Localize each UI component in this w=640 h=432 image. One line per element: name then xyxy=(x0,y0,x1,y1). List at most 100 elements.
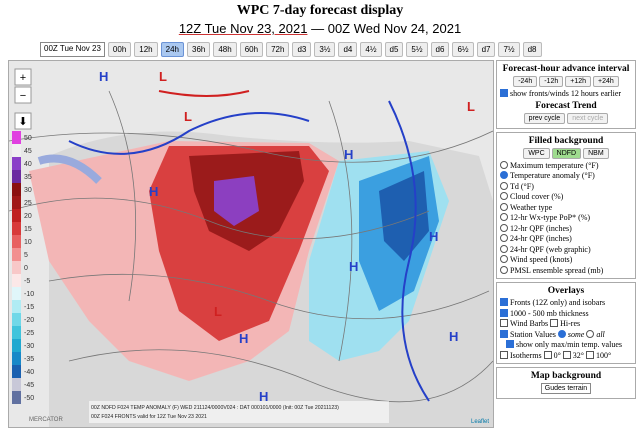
map-control[interactable] xyxy=(14,68,32,86)
option[interactable]: Temperature anomaly (°F) xyxy=(500,171,632,182)
option[interactable]: 24-hr QPF (web graphic) xyxy=(500,244,632,256)
pressure-center: H xyxy=(239,331,248,346)
hour-button[interactable]: 00h xyxy=(107,42,132,57)
option[interactable]: 1000 - 500 mb thickness xyxy=(500,308,632,320)
radio[interactable] xyxy=(500,255,508,263)
isobars xyxy=(8,90,494,403)
cool-west xyxy=(37,154,102,184)
source-tab[interactable]: NBM xyxy=(583,147,609,159)
legend-swatch xyxy=(12,196,21,209)
option[interactable]: show fronts/winds 12 hours earlier xyxy=(500,89,632,100)
legend-swatch xyxy=(12,326,21,339)
legend-label: -50 xyxy=(24,395,34,402)
advance-button[interactable]: -12h xyxy=(539,76,564,87)
section-title: Forecast-hour advance interval xyxy=(502,64,630,74)
cycle-select[interactable]: 00Z Tue Nov 23 xyxy=(40,42,105,57)
radio[interactable] xyxy=(500,202,508,211)
hour-button[interactable]: d6 xyxy=(430,42,450,57)
radio[interactable] xyxy=(500,265,508,274)
legend-label: -40 xyxy=(24,369,34,376)
map-control-label[interactable]: − xyxy=(20,90,26,102)
map-control-label[interactable]: + xyxy=(20,72,26,84)
caption: 00Z F024 FRONTS valid for 12Z Tue Nov 23… xyxy=(91,414,207,420)
option[interactable]: Td (°F) xyxy=(500,181,632,193)
legend-label: 35 xyxy=(24,174,32,181)
legend-label: -25 xyxy=(24,330,34,337)
hour-button[interactable]: 24h xyxy=(160,42,184,57)
cool-core xyxy=(379,171,429,261)
legend-label: 15 xyxy=(24,226,32,233)
attribution[interactable]: Leaflet xyxy=(471,419,489,425)
background-select[interactable]: Gudes terrain xyxy=(540,383,592,394)
background-section: Map background Gudes terrain xyxy=(496,367,636,399)
source-tab[interactable]: WPC xyxy=(523,147,550,159)
option[interactable]: Cloud cover (%) xyxy=(500,192,632,203)
option[interactable]: Wind Barbs Hi-res xyxy=(500,319,632,330)
option[interactable]: Maximum temperature (°F) xyxy=(500,160,632,172)
panel: Forecast-hour advance interval -24h -12h +… xyxy=(496,60,636,402)
radio[interactable] xyxy=(500,181,508,190)
option-label: show only max/min temp. values xyxy=(516,340,622,349)
checkbox[interactable] xyxy=(543,350,552,359)
hour-button[interactable]: 6½ xyxy=(452,42,474,57)
radio[interactable] xyxy=(500,171,508,179)
option[interactable]: Weather type xyxy=(500,202,632,214)
advance-button[interactable]: +24h xyxy=(593,76,619,87)
option[interactable]: PMSL ensemble spread (mb) xyxy=(500,265,632,277)
map-svg: 50454035302520151050-5-10-15-20-25-30-35… xyxy=(8,61,494,427)
hour-button[interactable]: 4½ xyxy=(360,42,382,57)
hour-button[interactable]: d3 xyxy=(292,42,312,57)
option[interactable]: 24-hr QPF (inches) xyxy=(500,234,632,245)
pressure-center: L xyxy=(184,109,192,124)
hour-button[interactable]: d5 xyxy=(384,42,404,57)
option-label: Station Values xyxy=(510,329,556,339)
pressure-center: H xyxy=(149,184,158,199)
map-control[interactable] xyxy=(14,86,32,104)
option[interactable]: show only max/min temp. values xyxy=(500,340,632,351)
legend-swatch xyxy=(12,131,21,144)
advance-section: Forecast-hour advance interval -24h -12h +… xyxy=(496,60,636,129)
radio[interactable] xyxy=(500,192,508,200)
hour-button[interactable]: 3½ xyxy=(314,42,336,57)
legend-label: 5 xyxy=(24,252,28,259)
hour-button[interactable]: d8 xyxy=(522,42,542,57)
hour-button[interactable]: d7 xyxy=(476,42,496,57)
pressure-center: H xyxy=(344,147,353,162)
source-tab[interactable]: NDFD xyxy=(551,147,582,159)
hour-button[interactable]: 60h xyxy=(239,42,264,57)
option[interactable]: Isotherms 0° 32° 100° xyxy=(500,350,632,362)
radio[interactable] xyxy=(500,160,508,169)
trend-button[interactable]: prev cycle xyxy=(523,112,566,124)
option[interactable]: Fronts (12Z only) and isobars xyxy=(500,298,632,309)
checkbox[interactable] xyxy=(562,350,571,359)
advance-button[interactable]: -24h xyxy=(513,76,538,87)
radio[interactable] xyxy=(500,234,508,242)
option-label: Cloud cover (%) xyxy=(510,192,564,201)
legend-swatch xyxy=(12,378,21,391)
option[interactable]: 12-hr Wx-type PoP* (%) xyxy=(500,213,632,224)
filled-section: Filled background WPC NDFD NBM Maximum tem… xyxy=(496,131,636,279)
hour-button[interactable]: d4 xyxy=(338,42,358,57)
radio[interactable] xyxy=(500,213,508,221)
hour-button[interactable]: 36h xyxy=(187,42,211,57)
advance-button[interactable]: +12h xyxy=(565,76,592,87)
hour-button[interactable]: 72h xyxy=(266,42,290,57)
section-title: Forecast Trend xyxy=(535,100,597,111)
hour-button[interactable]: 7½ xyxy=(498,42,520,57)
map-control-label[interactable]: ⬇ xyxy=(18,116,27,128)
option[interactable]: Wind speed (knots) xyxy=(500,255,632,266)
map-control[interactable] xyxy=(14,112,32,130)
radio[interactable] xyxy=(500,223,508,232)
radio[interactable] xyxy=(500,244,508,253)
legend: 50454035302520151050-5-10-15-20-25-30-35… xyxy=(12,131,34,404)
checkbox[interactable] xyxy=(585,350,594,359)
hour-button[interactable]: 5½ xyxy=(406,42,428,57)
option[interactable]: 12-hr QPF (inches) xyxy=(500,223,632,235)
legend-label: -45 xyxy=(24,382,34,389)
option-label: 1000 - 500 mb thickness xyxy=(510,308,589,318)
hour-button[interactable]: 12h xyxy=(134,42,158,57)
option[interactable]: Station Values some all xyxy=(500,329,632,341)
hour-button[interactable]: 48h xyxy=(213,42,237,57)
legend-label: 20 xyxy=(24,213,32,220)
trend-button: next cycle xyxy=(567,112,609,124)
